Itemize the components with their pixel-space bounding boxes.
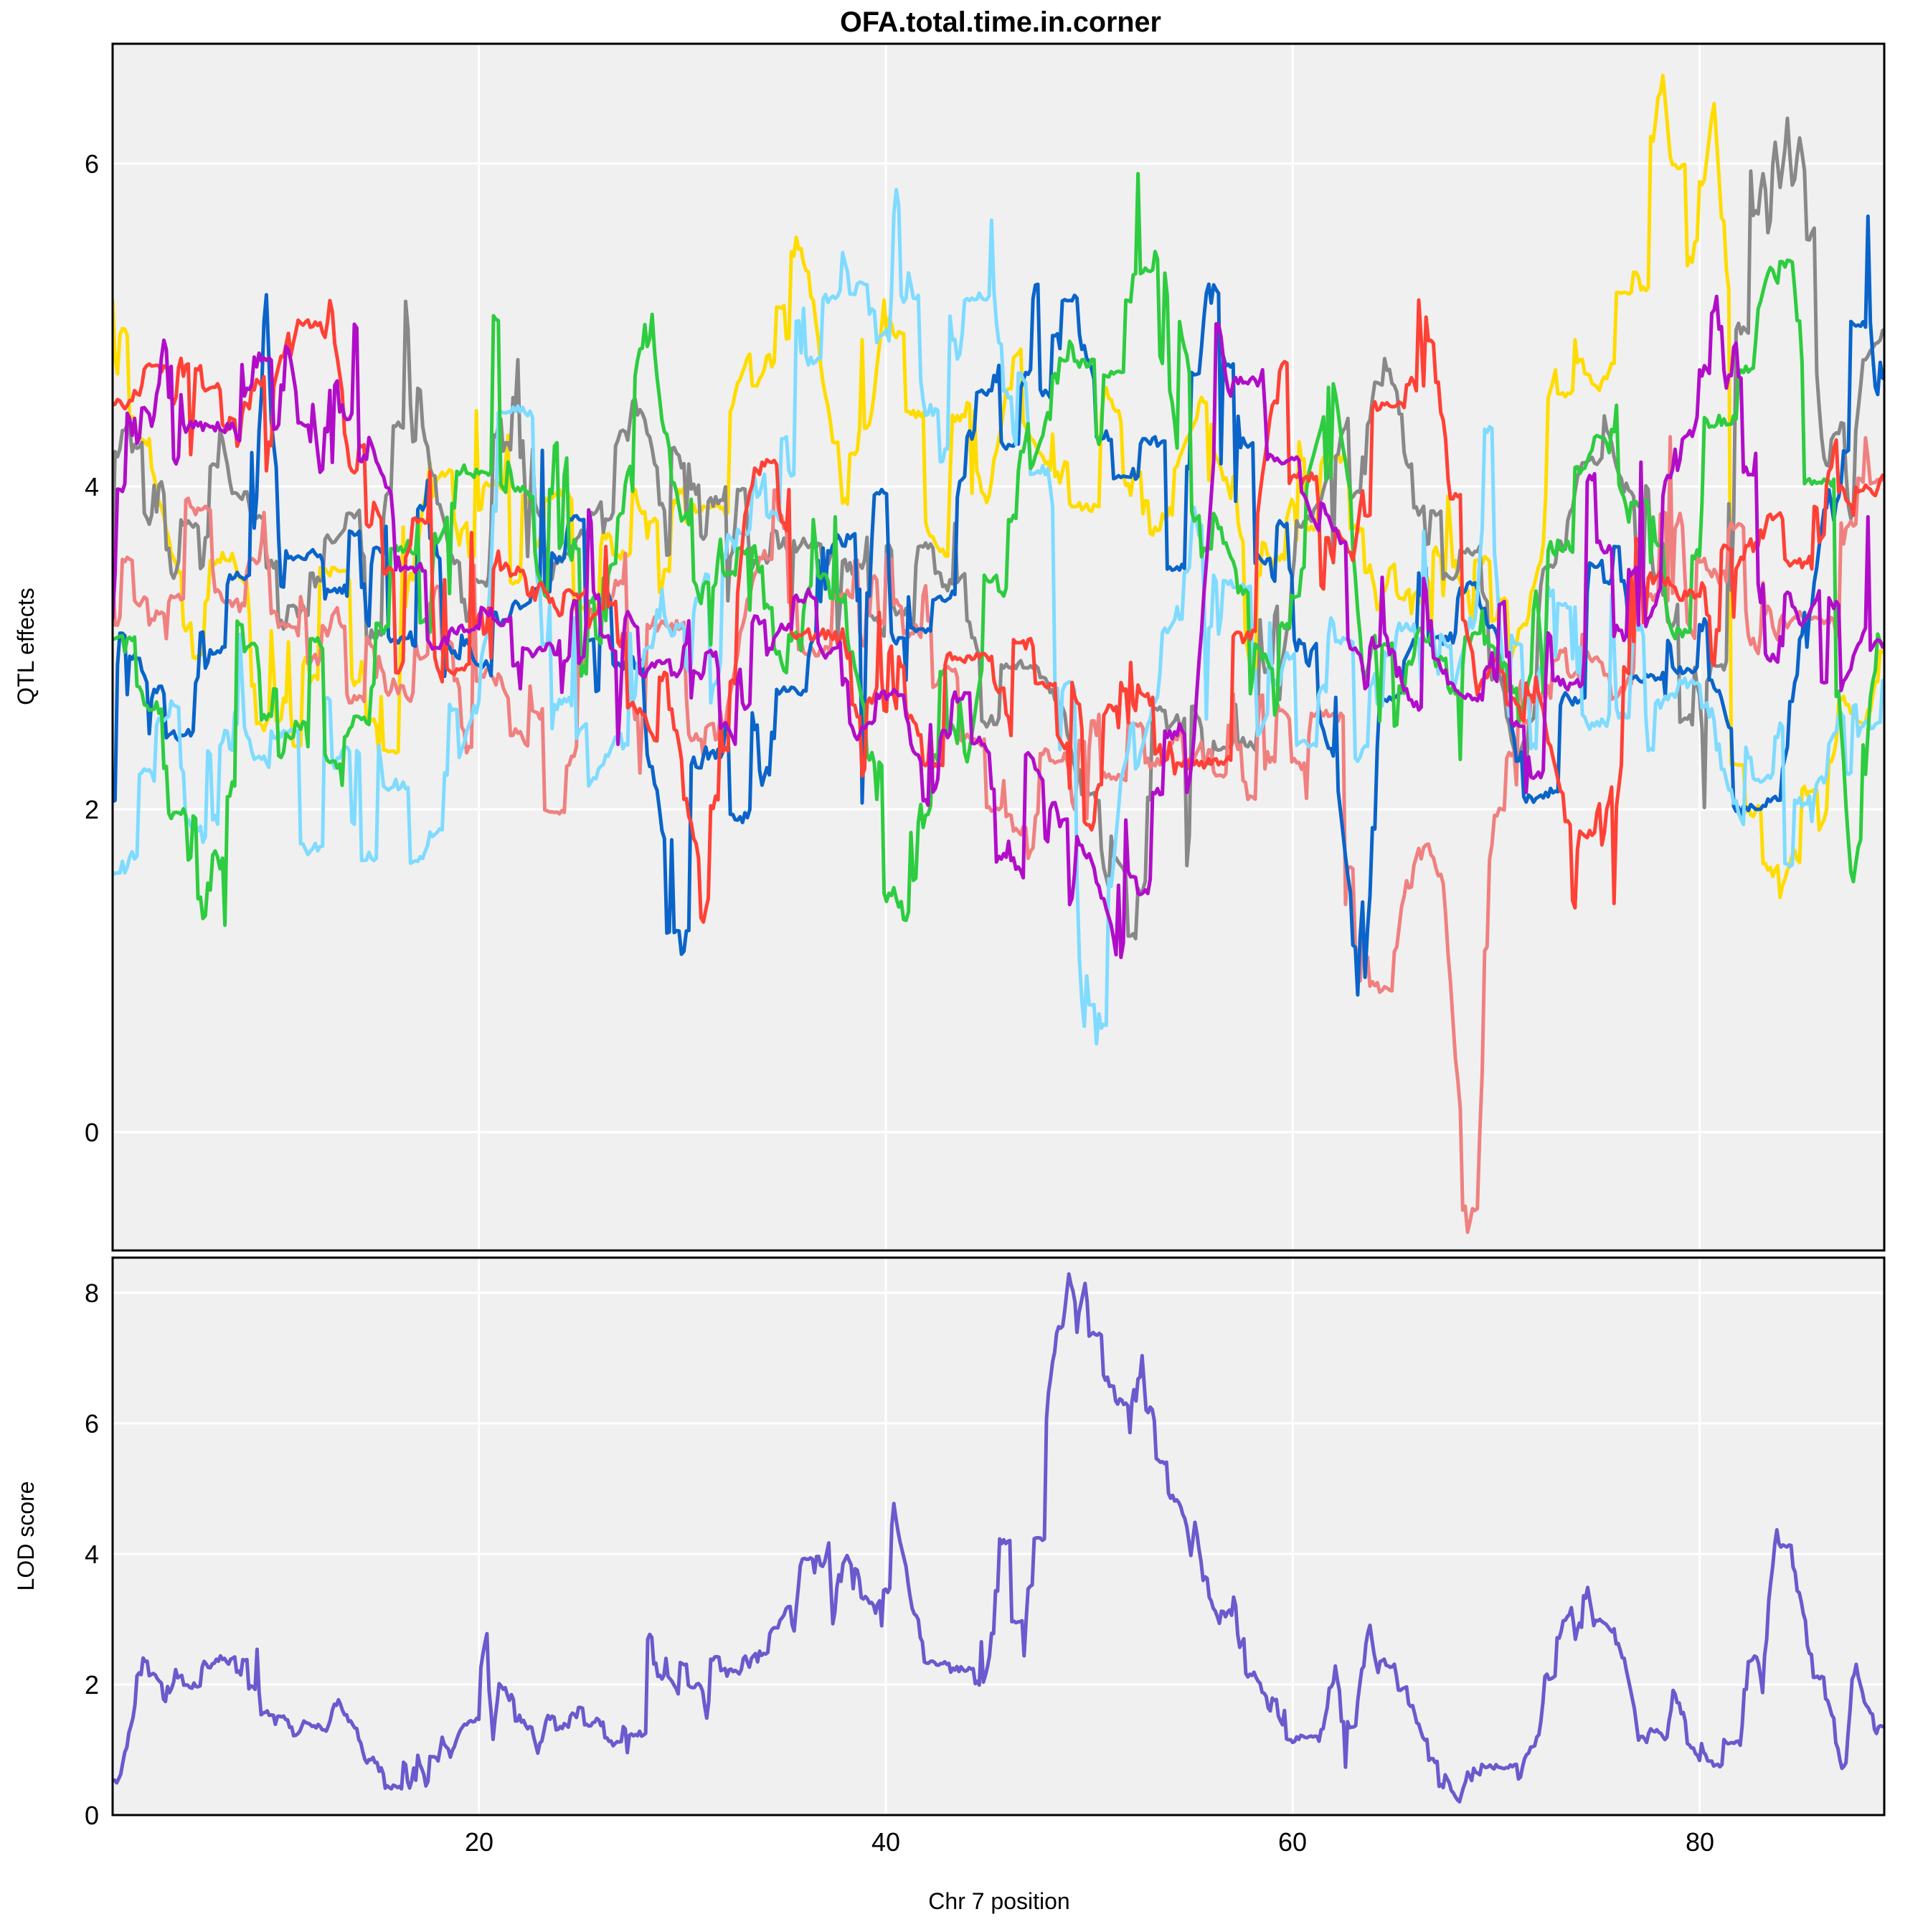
svg-text:20: 20 <box>465 1827 493 1857</box>
svg-text:6: 6 <box>85 1409 99 1438</box>
svg-text:Chr 7 position: Chr 7 position <box>928 1888 1069 1914</box>
svg-text:0: 0 <box>85 1801 99 1830</box>
svg-text:8: 8 <box>85 1278 99 1308</box>
svg-text:6: 6 <box>85 149 99 179</box>
svg-text:2: 2 <box>85 1670 99 1700</box>
svg-text:40: 40 <box>871 1827 900 1857</box>
svg-text:OFA.total.time.in.corner: OFA.total.time.in.corner <box>840 6 1161 38</box>
svg-text:60: 60 <box>1278 1827 1307 1857</box>
svg-text:4: 4 <box>85 472 99 501</box>
svg-text:QTL effects: QTL effects <box>13 588 39 705</box>
svg-text:0: 0 <box>85 1118 99 1147</box>
svg-text:2: 2 <box>85 795 99 824</box>
svg-text:80: 80 <box>1686 1827 1714 1857</box>
svg-text:LOD score: LOD score <box>13 1481 39 1591</box>
svg-text:4: 4 <box>85 1540 99 1569</box>
